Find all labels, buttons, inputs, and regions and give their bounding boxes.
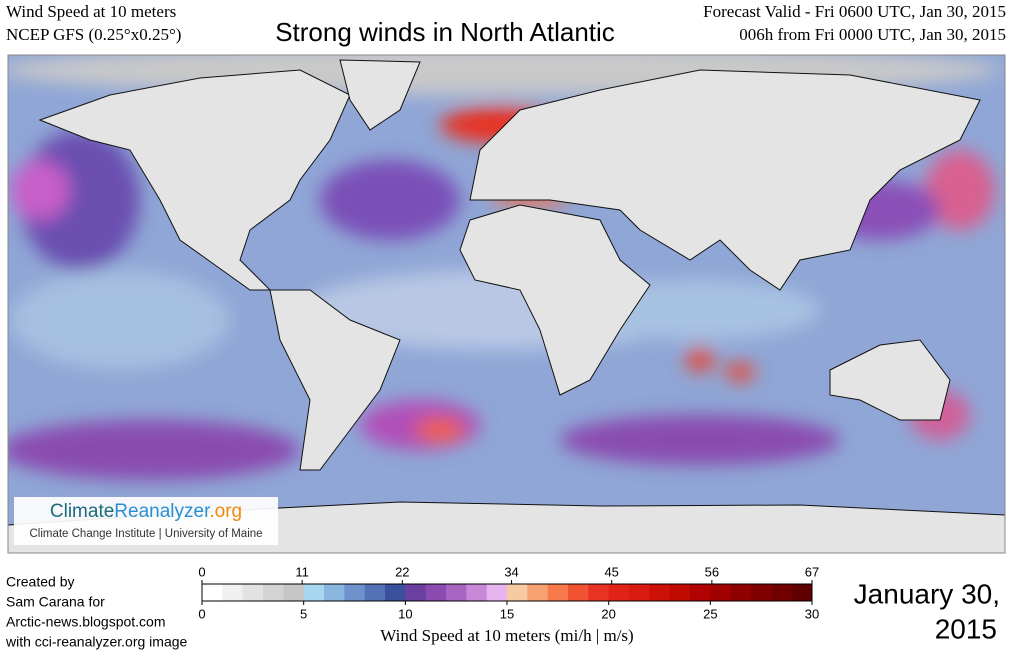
colorbar-swatch [791,584,813,601]
colorbar-swatch [527,584,549,601]
tick-label: 56 [705,564,719,579]
colorbar-swatch [568,584,589,601]
tick-label: 34 [504,564,518,579]
title: Strong winds in North Atlantic [275,17,615,47]
colorbar-swatch [242,584,264,601]
tick-label: 45 [604,564,618,579]
colorbar-swatch [730,584,752,601]
colorbar: 0 11 22 34 45 56 67 0 5 10 15 20 25 30 [198,564,819,621]
colorbar-swatch [608,584,630,601]
colorbar-swatch [669,584,691,601]
colorbar-swatch [324,584,345,601]
colorbar-swatch [629,584,650,601]
tick-label: 22 [395,564,409,579]
tick-label: 15 [500,606,514,621]
colorbar-swatch [405,584,427,601]
product: Wind Speed at 10 meters [6,2,176,21]
colorbar-swatch [710,584,732,601]
credit-line: Sam Carana for [6,594,105,610]
colorbar-swatch [466,584,488,601]
colorbar-swatch [263,584,284,601]
colorbar-swatch [547,584,569,601]
logo-institute: Climate Change Institute | University of… [29,528,262,540]
tick-label: 25 [703,606,717,621]
logo-name: ClimateReanalyzer.org [50,501,242,522]
colorbar-swatch [364,584,386,601]
colorbar-swatch [385,584,406,601]
credit-line: Arctic-news.blogspot.com [6,614,166,630]
tick-label: 5 [300,606,307,621]
colorbar-swatch [771,584,793,601]
colorbar-swatch [222,584,244,601]
credit-line: with cci-reanalyzer.org image [5,634,188,650]
logo: ClimateReanalyzer.org Climate Change Ins… [14,497,278,545]
colorbar-swatch [751,584,772,601]
colorbar-swatch [588,584,610,601]
credit: Created by Sam Carana for Arctic-news.bl… [5,574,188,650]
valid-time: Forecast Valid - Fri 0600 UTC, Jan 30, 2… [703,2,1006,21]
model: NCEP GFS (0.25°x0.25°) [6,25,181,44]
tick-label: 10 [398,606,412,621]
colorbar-swatch [649,584,671,601]
tick-label: 30 [805,606,819,621]
tick-label: 11 [295,564,309,579]
colorbar-swatch [486,584,508,601]
colorbar-swatch [344,584,366,601]
colorbar-swatch [202,584,223,601]
colorbar-swatch [425,584,447,601]
credit-line: Created by [6,574,74,590]
tick-label: 0 [198,606,205,621]
tick-label: 67 [805,564,819,579]
lead-time: 006h from Fri 0000 UTC, Jan 30, 2015 [739,25,1006,44]
colorbar-swatch [507,584,528,601]
map-frame [7,54,1006,554]
date-line: January 30, [854,578,1000,609]
colorbar-swatch [446,584,467,601]
tick-label: 20 [601,606,615,621]
colorbar-swatch [303,584,325,601]
colorbar-swatch [690,584,711,601]
tick-label: 0 [198,564,205,579]
logo-part: Reanalyzer [114,501,211,522]
logo-part: .org [209,501,242,522]
logo-part: Climate [50,501,114,522]
date-line: 2015 [935,613,997,644]
colorbar-swatch [283,584,305,601]
colorbar-label: Wind Speed at 10 meters (mi/h | m/s) [380,626,633,645]
wind-map [8,55,1005,553]
